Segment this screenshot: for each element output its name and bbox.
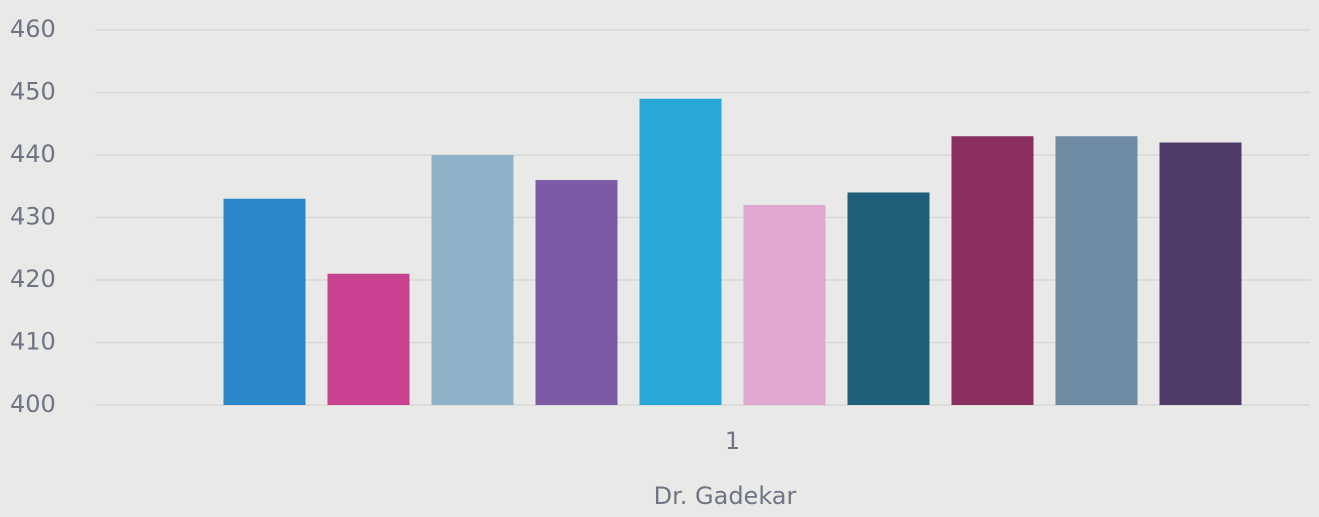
- bar: [743, 205, 826, 405]
- y-tick-label: 450: [10, 78, 56, 106]
- y-tick-label: 410: [10, 328, 56, 356]
- bar: [639, 98, 722, 405]
- bar: [327, 273, 410, 405]
- bar: [1159, 142, 1242, 405]
- y-tick-label: 430: [10, 203, 56, 231]
- bar: [951, 136, 1034, 405]
- y-tick-label: 460: [10, 15, 56, 43]
- y-tick-label: 440: [10, 140, 56, 168]
- bar: [1055, 136, 1138, 405]
- bar: [223, 198, 306, 405]
- y-tick-label: 400: [10, 390, 56, 418]
- bar: [431, 155, 514, 405]
- bar: [535, 180, 618, 405]
- y-tick-label: 420: [10, 265, 56, 293]
- bar: [847, 192, 930, 405]
- x-axis-label: Dr. Gadekar: [654, 482, 797, 510]
- x-tick-label: 1: [725, 427, 740, 455]
